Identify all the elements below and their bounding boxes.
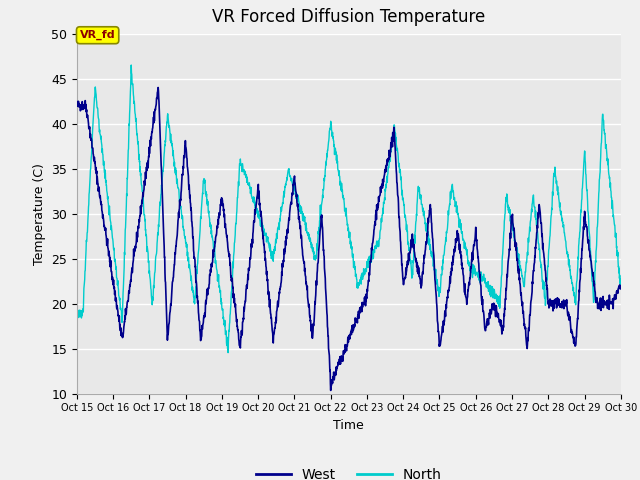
Legend: West, North: West, North [250,462,447,480]
Text: VR_fd: VR_fd [80,30,115,40]
Title: VR Forced Diffusion Temperature: VR Forced Diffusion Temperature [212,9,485,26]
Y-axis label: Temperature (C): Temperature (C) [33,163,45,264]
X-axis label: Time: Time [333,419,364,432]
